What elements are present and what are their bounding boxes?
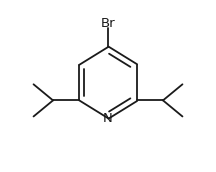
Text: N: N <box>103 112 113 125</box>
Text: Br: Br <box>101 17 115 30</box>
